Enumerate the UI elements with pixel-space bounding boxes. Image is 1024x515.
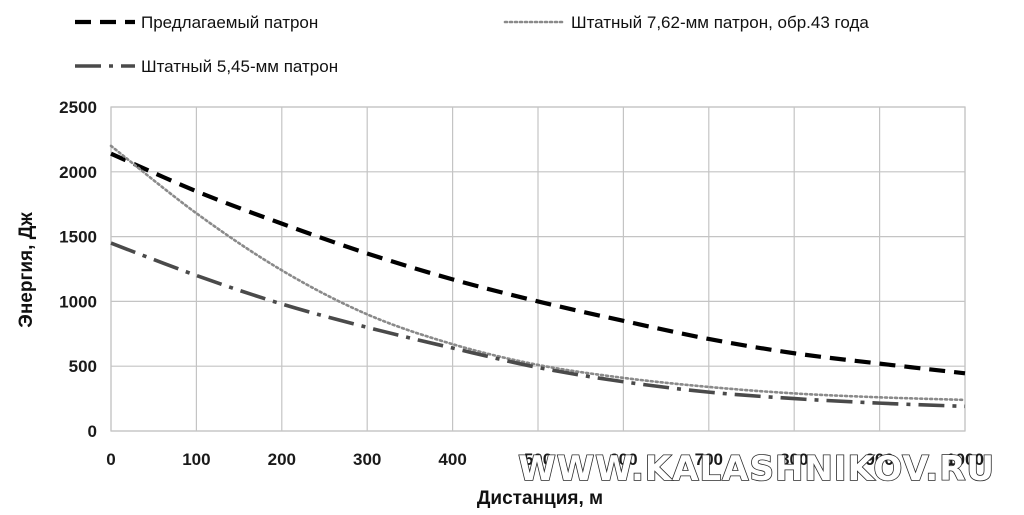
x-tick-label: 600 — [609, 450, 637, 469]
x-tick-label: 300 — [353, 450, 381, 469]
y-tick-label: 2500 — [59, 98, 97, 117]
grid — [110, 106, 966, 432]
x-tick-label: 500 — [524, 450, 552, 469]
series-layer — [109, 144, 967, 409]
series-line-2 — [109, 144, 967, 402]
legend-label-3: Штатный 5,45-мм патрон — [141, 57, 338, 76]
x-tick-labels: 0 100 200 300 400 500 600 700 800 900 1000 — [106, 450, 984, 469]
legend-label-1: Предлагаемый патрон — [141, 13, 318, 32]
y-axis-title: Энергия, Дж — [16, 212, 37, 328]
x-tick-label: 700 — [695, 450, 723, 469]
x-tick-label: 0 — [106, 450, 115, 469]
x-tick-label: 900 — [865, 450, 893, 469]
x-axis-title: Дистанция, м — [477, 488, 603, 509]
series-line-1 — [110, 151, 966, 376]
x-tick-label: 400 — [438, 450, 466, 469]
y-tick-label: 1500 — [59, 228, 97, 247]
y-tick-label: 500 — [69, 357, 97, 376]
x-tick-label: 800 — [780, 450, 808, 469]
y-tick-label: 0 — [88, 422, 97, 441]
legend: Предлагаемый патрон Штатный 7,62-мм патро… — [75, 13, 869, 76]
x-tick-label: 1000 — [946, 450, 984, 469]
x-tick-label: 100 — [182, 450, 210, 469]
watermark-text: WWW.KALASHNIKOV.RU — [518, 449, 995, 489]
y-tick-labels: 0 500 1000 1500 2000 2500 — [59, 98, 97, 441]
series-line-3 — [110, 241, 966, 409]
x-tick-label: 200 — [268, 450, 296, 469]
y-tick-label: 2000 — [59, 163, 97, 182]
legend-label-2: Штатный 7,62-мм патрон, обр.43 года — [571, 13, 869, 32]
y-tick-label: 1000 — [59, 292, 97, 311]
